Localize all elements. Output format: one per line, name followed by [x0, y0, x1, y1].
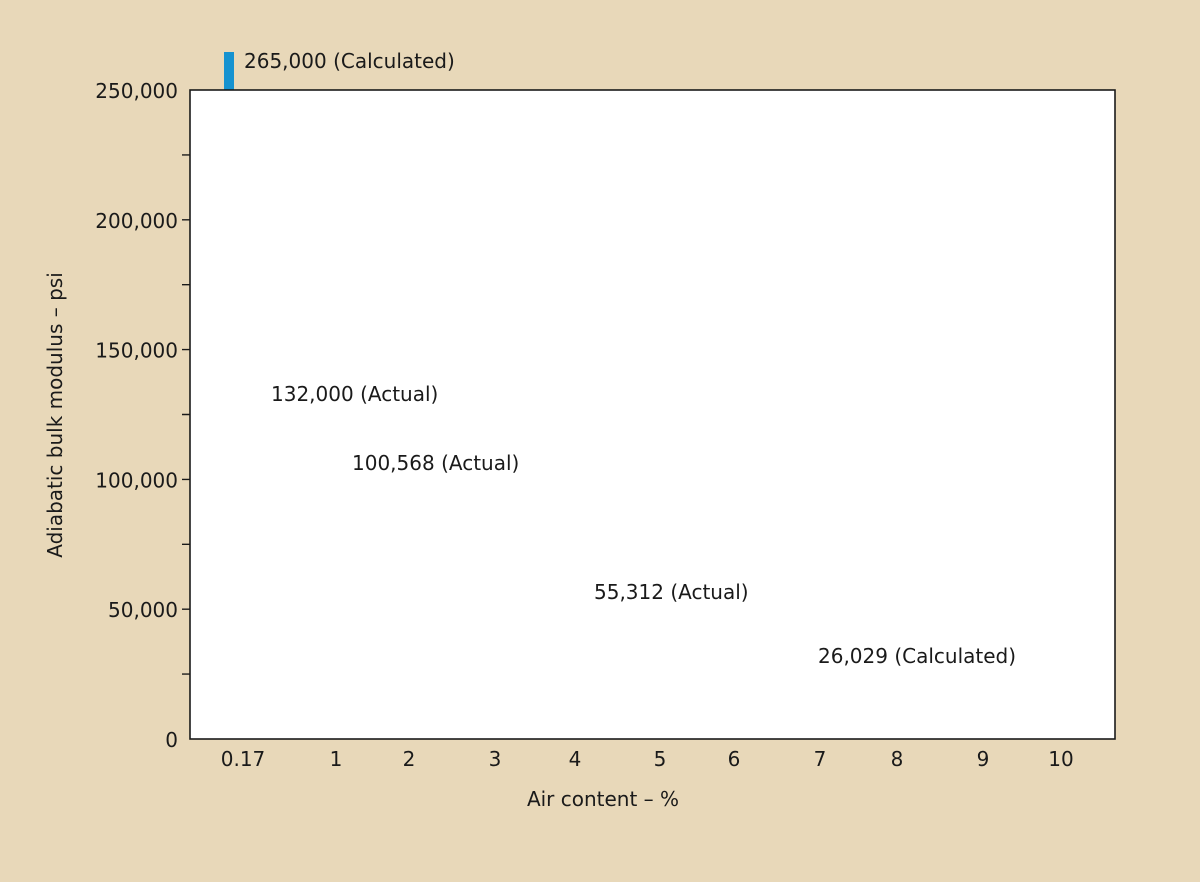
y-tick-label: 50,000	[108, 598, 178, 622]
y-tick-label: 100,000	[95, 468, 178, 492]
x-tick-label: 9	[977, 747, 990, 771]
x-tick-label: 8	[891, 747, 904, 771]
x-tick-label: 7	[814, 747, 827, 771]
x-axis-title: Air content – %	[527, 787, 679, 811]
x-axis-tick-labels: 0.17 1 2 3 4 5 6 7 8 9 10	[221, 747, 1074, 771]
plot-frame	[189, 89, 1116, 740]
bar-value-annotation: 265,000 (Calculated)	[244, 49, 455, 73]
x-tick-label: 1	[330, 747, 343, 771]
x-tick-label: 0.17	[221, 747, 266, 771]
y-tick-label: 200,000	[95, 209, 178, 233]
x-tick-label: 4	[569, 747, 582, 771]
y-axis-title: Adiabatic bulk modulus – psi	[43, 272, 67, 558]
y-tick-label: 0	[165, 728, 178, 752]
bar-value-annotation: 100,568 (Actual)	[352, 451, 519, 475]
x-tick-label: 6	[728, 747, 741, 771]
x-tick-label: 5	[654, 747, 667, 771]
x-tick-label: 3	[489, 747, 502, 771]
bar-value-annotation: 55,312 (Actual)	[594, 580, 749, 604]
y-tick-label: 250,000	[95, 79, 178, 103]
bar-value-annotation: 26,029 (Calculated)	[818, 644, 1016, 668]
x-tick-label: 2	[403, 747, 416, 771]
plot-border	[189, 89, 1116, 740]
y-axis-tick-labels: 0 50,000 100,000 150,000 200,000 250,000	[95, 79, 178, 752]
y-tick-label: 150,000	[95, 339, 178, 363]
bar-annotations: 265,000 (Calculated) 132,000 (Actual) 100,…	[244, 49, 1016, 668]
x-tick-label: 10	[1048, 747, 1073, 771]
bar-value-annotation: 132,000 (Actual)	[271, 382, 438, 406]
